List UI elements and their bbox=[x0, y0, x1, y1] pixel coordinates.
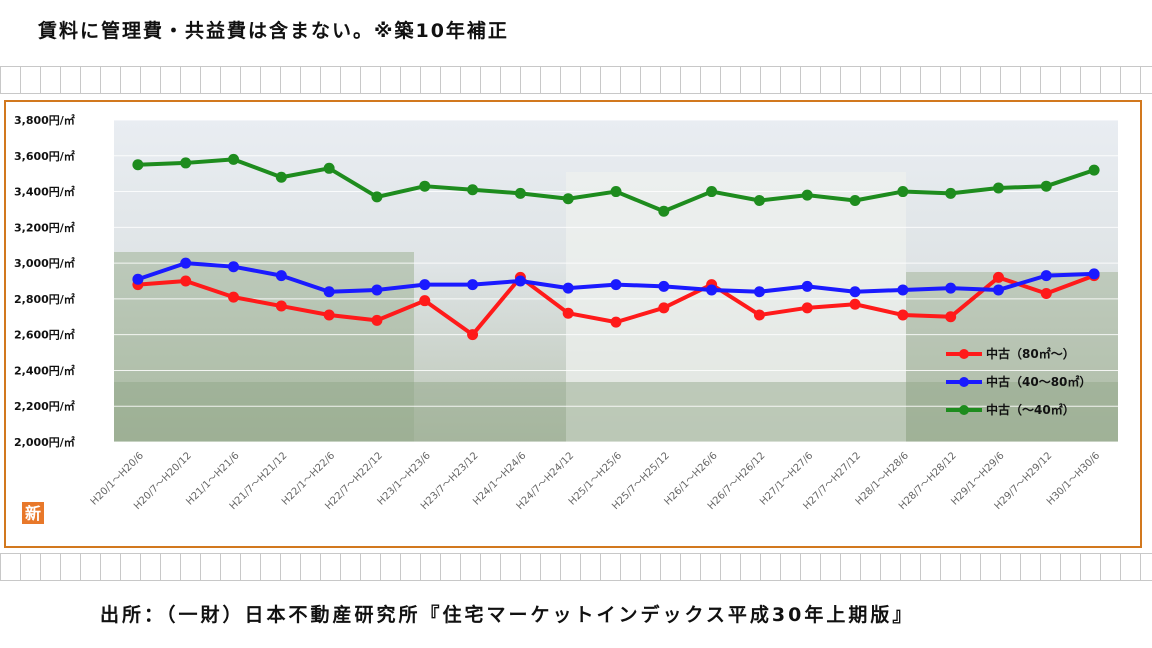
y-axis: 2,000円/㎡ 2,200円/㎡ 2,400円/㎡ 2,600円/㎡ 2,800円/㎡… bbox=[14, 113, 75, 449]
data-point bbox=[419, 295, 431, 307]
data-point bbox=[1088, 268, 1100, 280]
data-point bbox=[514, 187, 526, 199]
data-point bbox=[992, 182, 1004, 194]
data-point bbox=[228, 291, 240, 303]
data-point bbox=[371, 284, 383, 296]
y-tick-label: 3,800円/㎡ bbox=[14, 113, 75, 127]
grid-band-top bbox=[0, 66, 1152, 94]
new-badge-bg bbox=[22, 502, 44, 524]
data-point bbox=[1040, 270, 1052, 282]
data-point bbox=[753, 195, 765, 206]
y-tick-label: 2,400円/㎡ bbox=[14, 363, 75, 377]
data-point bbox=[706, 186, 718, 198]
new-badge: 新 bbox=[22, 502, 44, 524]
y-tick-label: 3,200円/㎡ bbox=[14, 220, 75, 234]
y-tick-label: 2,800円/㎡ bbox=[14, 292, 75, 306]
data-point bbox=[180, 157, 192, 169]
background-trees-right bbox=[906, 272, 1118, 442]
data-point bbox=[419, 180, 431, 192]
data-point bbox=[945, 311, 957, 323]
footer-source: 出所：（一財）日本不動産研究所『住宅マーケットインデックス平成30年上期版』 bbox=[100, 604, 915, 626]
data-point bbox=[610, 186, 622, 198]
data-point bbox=[323, 286, 335, 298]
data-point bbox=[275, 270, 287, 282]
data-point bbox=[658, 302, 670, 314]
data-point bbox=[945, 187, 957, 199]
data-point bbox=[180, 275, 192, 287]
legend-swatch-marker bbox=[959, 405, 969, 415]
series-group bbox=[132, 153, 1100, 341]
data-point bbox=[610, 279, 622, 291]
data-point bbox=[897, 284, 909, 296]
data-point bbox=[228, 153, 240, 165]
data-point bbox=[897, 186, 909, 198]
data-point bbox=[467, 279, 479, 291]
data-point bbox=[801, 189, 813, 201]
data-point bbox=[1040, 180, 1052, 192]
legend-label: 中古（80㎡～） bbox=[986, 346, 1075, 361]
data-point bbox=[467, 329, 479, 341]
data-point bbox=[1088, 164, 1100, 176]
data-point bbox=[753, 309, 765, 321]
data-point bbox=[275, 171, 287, 183]
legend-swatch-marker bbox=[959, 377, 969, 387]
y-tick-label: 3,400円/㎡ bbox=[14, 185, 75, 199]
legend-swatch-marker bbox=[959, 349, 969, 359]
data-point bbox=[610, 316, 622, 328]
data-point bbox=[1040, 288, 1052, 300]
new-badge-text: 新 bbox=[25, 504, 41, 523]
data-point bbox=[801, 302, 813, 314]
background-building bbox=[566, 172, 906, 442]
legend-label: 中古（～40㎡） bbox=[986, 402, 1075, 417]
data-point bbox=[371, 314, 383, 326]
legend: 中古（80㎡～） 中古（40～80㎡） 中古（～40㎡） bbox=[946, 346, 1091, 417]
legend-label: 中古（40～80㎡） bbox=[986, 374, 1091, 389]
data-point bbox=[992, 284, 1004, 296]
y-tick-label: 2,200円/㎡ bbox=[14, 399, 75, 413]
data-point bbox=[945, 282, 957, 294]
data-point bbox=[849, 286, 861, 298]
data-point bbox=[562, 282, 574, 294]
data-point bbox=[849, 298, 861, 310]
data-point bbox=[132, 159, 144, 171]
data-point bbox=[658, 280, 670, 292]
chart-frame: 2,000円/㎡ 2,200円/㎡ 2,400円/㎡ 2,600円/㎡ 2,800円/㎡… bbox=[4, 100, 1142, 548]
data-point bbox=[562, 307, 574, 319]
data-point bbox=[992, 271, 1004, 283]
grid-band-bottom bbox=[0, 553, 1152, 581]
plot-background bbox=[114, 120, 1118, 442]
line-chart: 2,000円/㎡ 2,200円/㎡ 2,400円/㎡ 2,600円/㎡ 2,800円/㎡… bbox=[14, 113, 1118, 524]
data-point bbox=[562, 193, 574, 205]
data-point bbox=[801, 280, 813, 292]
data-point bbox=[228, 261, 240, 273]
data-point bbox=[658, 205, 670, 217]
data-point bbox=[323, 162, 335, 174]
y-tick-label: 3,000円/㎡ bbox=[14, 256, 75, 270]
y-tick-label: 2,600円/㎡ bbox=[14, 328, 75, 342]
data-point bbox=[467, 184, 479, 196]
data-point bbox=[132, 273, 144, 285]
data-point bbox=[706, 284, 718, 296]
y-tick-label: 2,000円/㎡ bbox=[14, 435, 75, 449]
data-point bbox=[180, 257, 192, 269]
data-point bbox=[371, 191, 383, 203]
x-axis: H20/1～H20/6H20/7～H20/12H21/1～H21/6H21/7～… bbox=[89, 450, 1102, 512]
data-point bbox=[419, 279, 431, 291]
header-note: 賃料に管理費・共益費は含まない。※築10年補正 bbox=[38, 20, 509, 42]
data-point bbox=[753, 286, 765, 298]
data-point bbox=[323, 309, 335, 321]
data-point bbox=[514, 275, 526, 287]
data-point bbox=[275, 300, 287, 312]
data-point bbox=[849, 195, 861, 206]
data-point bbox=[897, 309, 909, 321]
y-tick-label: 3,600円/㎡ bbox=[14, 149, 75, 163]
